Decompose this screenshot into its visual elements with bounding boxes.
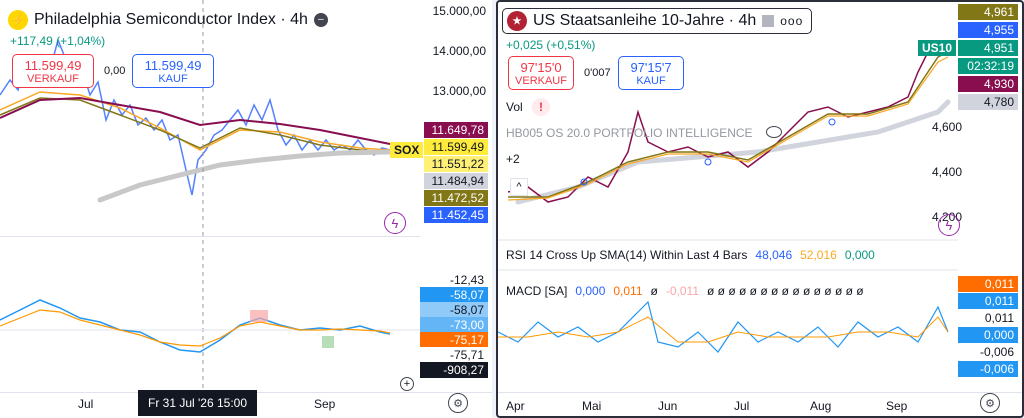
left-price-axis-label: 15.000,00 <box>432 4 486 18</box>
right-title-text: US Staatsanleihe 10-Jahre · 4h <box>533 12 757 29</box>
plus-two-label: +2 <box>506 152 520 166</box>
collapse-up-icon[interactable]: ^ <box>510 178 528 196</box>
sox-ma-grey <box>97 149 393 203</box>
sox-logo-icon: ⚡ <box>8 10 28 30</box>
sox-ma-yellow <box>0 91 391 151</box>
left-buy-button[interactable]: 11.599,49 KAUF <box>132 54 214 88</box>
right-time-axis: Apr Mai Jun Jul Aug Sep <box>498 397 958 415</box>
right-time-label: Jun <box>658 399 678 413</box>
macd-blue-line <box>498 300 949 353</box>
collapse-icon[interactable]: – <box>313 13 328 27</box>
left-symbol-title[interactable]: ⚡ Philadelphia Semiconductor Index · 4h … <box>4 8 336 32</box>
right-symbol-tag: US10 <box>918 40 957 56</box>
price-tag: 4,780 <box>958 94 1018 110</box>
right-sell-button[interactable]: 97'15'0 VERKAUF <box>508 56 574 90</box>
left-chart-panel[interactable]: ⚡ Philadelphia Semiconductor Index · 4h … <box>0 0 492 418</box>
price-tag: 11.551,22 <box>424 156 488 172</box>
more-options-icon[interactable]: ooo <box>780 14 804 28</box>
price-tag: 11.599,49 <box>424 139 488 155</box>
right-time-label: Sep <box>886 399 908 413</box>
crosshair-time-label: Fr 31 Jul '26 15:00 <box>138 390 258 416</box>
price-tag: -58,07 <box>420 302 488 318</box>
left-spread: 0,00 <box>104 65 126 77</box>
left-symbol-tag: SOX <box>390 142 424 158</box>
flag-marker-icon[interactable] <box>762 15 775 27</box>
price-tag: 0,011 <box>958 293 1018 309</box>
left-time-label: Jul <box>78 397 94 411</box>
right-price-axis-label: 4,400 <box>931 165 962 179</box>
volume-label: Vol <box>506 100 523 114</box>
right-chart-panel[interactable]: ★ US Staatsanleihe 10-Jahre · 4h ooo +0,… <box>496 0 1024 418</box>
left-price-axis-label: 13.000,00 <box>432 84 486 98</box>
price-tag: 0,011 <box>958 276 1018 292</box>
price-tag: 11.484,94 <box>424 173 488 189</box>
settings-gear-icon[interactable]: ⚙ <box>980 393 1000 413</box>
macd-legend[interactable]: MACD [SA] 0,000 0,011 ø -0,011 ø ø ø ø ø… <box>506 284 864 298</box>
lightning-icon[interactable]: ϟ <box>384 212 406 234</box>
left-change: +117,49 (+1,04%) <box>10 34 106 48</box>
settings-gear-icon[interactable]: ⚙ <box>448 393 468 413</box>
price-tag: 11.452,45 <box>424 207 488 223</box>
left-price-axis-label: 14.000,00 <box>432 44 486 58</box>
price-tag: 4,930 <box>958 76 1018 92</box>
us10-price-line <box>507 41 949 203</box>
alert-icon[interactable]: ! <box>532 98 550 116</box>
watermark-text: HB005 OS 20.0 PORTFOLIO INTELLIGENCE <box>506 126 753 140</box>
right-change: +0,025 (+0,51%) <box>506 38 596 52</box>
rsi-legend[interactable]: RSI 14 Cross Up SMA(14) Within Last 4 Ba… <box>506 248 875 262</box>
sox-ma-maroon <box>0 96 391 145</box>
price-tag: -12,43 <box>420 272 488 288</box>
price-tag: -908,27 <box>420 362 488 378</box>
us10-ma-yellow <box>507 56 949 201</box>
price-tag: -73,00 <box>420 317 488 333</box>
right-time-label: Apr <box>506 399 525 413</box>
price-tag: 02:32:19 <box>958 58 1018 74</box>
right-time-label: Mai <box>582 399 602 413</box>
lightning-icon[interactable]: ϟ <box>938 214 960 236</box>
price-tag: -0,006 <box>958 344 1018 360</box>
price-tag: 0,011 <box>958 310 1018 326</box>
left-title-text: Philadelphia Semiconductor Index · 4h <box>34 11 308 28</box>
price-tag: 4,961 <box>958 4 1018 20</box>
us10-ma-grey <box>515 99 951 205</box>
macd-orange-line <box>498 316 949 343</box>
add-plus-icon[interactable]: + <box>400 377 414 391</box>
price-tag: 0,000 <box>958 327 1018 343</box>
right-time-label: Jul <box>734 399 750 413</box>
right-symbol-title[interactable]: ★ US Staatsanleihe 10-Jahre · 4h ooo <box>502 8 813 34</box>
osc-orange-line <box>0 309 391 347</box>
price-tag: 4,951 <box>958 40 1018 56</box>
right-chart-canvas[interactable] <box>498 2 958 416</box>
price-tag: -0,006 <box>958 361 1018 377</box>
left-time-label: Sep <box>314 397 336 411</box>
price-tag: -75,71 <box>420 347 488 363</box>
price-tag: 11.472,52 <box>424 190 488 206</box>
right-spread: 0'007 <box>584 67 611 79</box>
price-tag: 11.649,78 <box>424 122 488 138</box>
left-sell-button[interactable]: 11.599,49 VERKAUF <box>12 54 94 88</box>
price-tag: -75,17 <box>420 332 488 348</box>
visibility-eye-icon[interactable] <box>766 126 782 138</box>
price-tag: 4,955 <box>958 22 1018 38</box>
us10-ma-olive <box>508 51 949 198</box>
us-flag-icon: ★ <box>507 11 527 31</box>
right-price-axis-label: 4,600 <box>931 120 962 134</box>
right-buy-button[interactable]: 97'15'7 KAUF <box>618 56 684 90</box>
price-tag: -58,07 <box>420 287 488 303</box>
right-time-label: Aug <box>810 399 832 413</box>
